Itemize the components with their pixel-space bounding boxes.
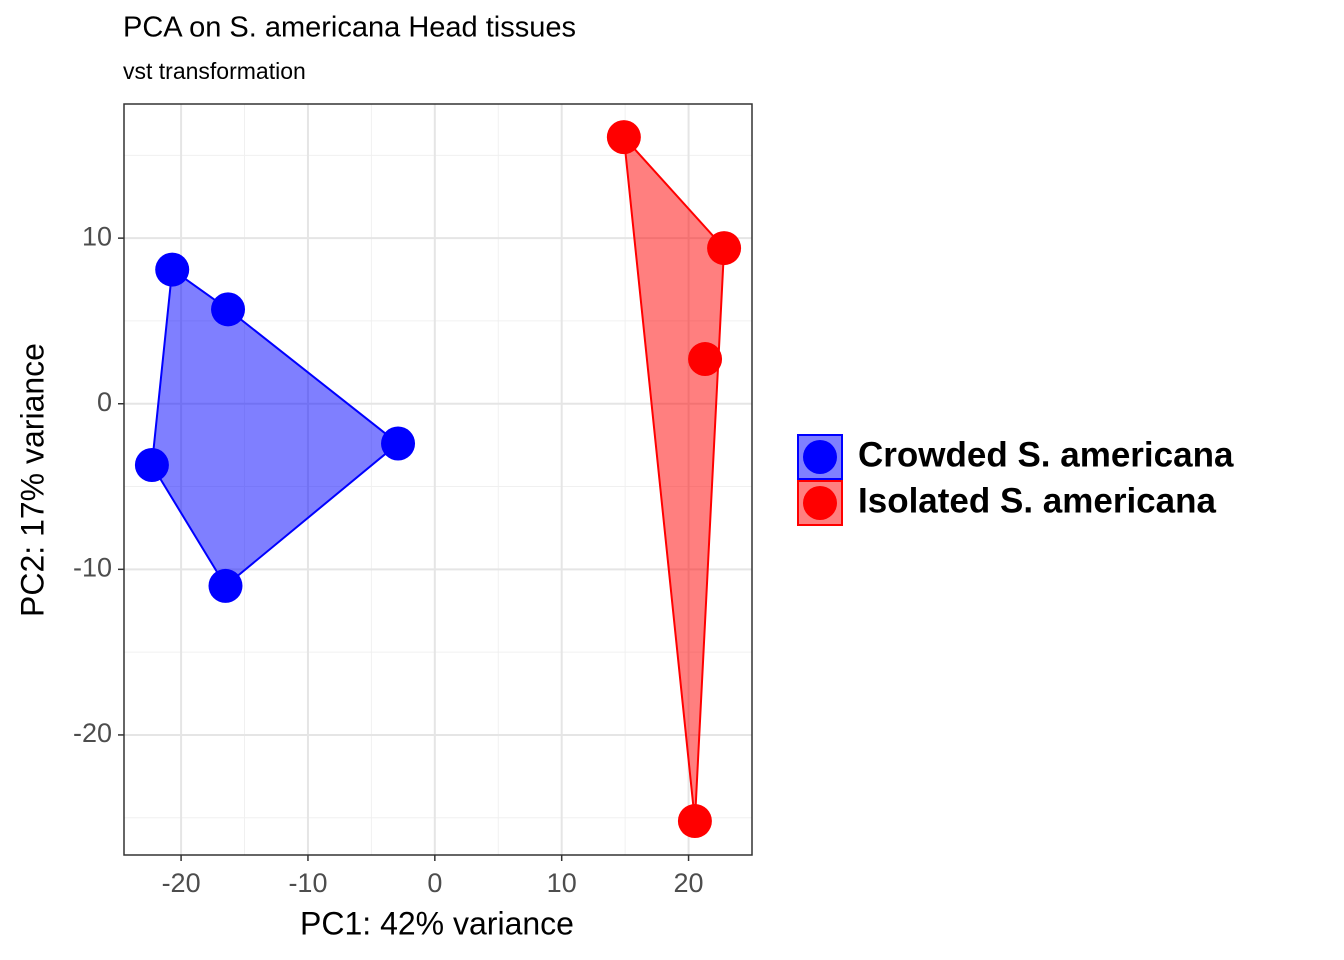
point bbox=[677, 804, 712, 839]
point bbox=[381, 426, 416, 461]
legend-label: Crowded S. americana bbox=[858, 435, 1234, 474]
point bbox=[211, 292, 246, 327]
y-axis-label: PC2: 17% variance bbox=[14, 343, 50, 617]
y-tick-label: 0 bbox=[97, 387, 112, 417]
x-tick-label: 10 bbox=[547, 868, 577, 898]
point bbox=[688, 342, 723, 377]
hull bbox=[622, 134, 726, 822]
y-tick-label: 10 bbox=[82, 221, 112, 251]
x-tick-label: -10 bbox=[288, 868, 327, 898]
point bbox=[606, 120, 641, 155]
hull bbox=[150, 267, 400, 588]
plot-border bbox=[123, 103, 753, 856]
point bbox=[707, 231, 742, 266]
chart-subtitle: vst transformation bbox=[123, 58, 306, 84]
legend-marker bbox=[803, 486, 837, 520]
point bbox=[155, 252, 190, 287]
x-tick-label: 20 bbox=[674, 868, 704, 898]
point bbox=[134, 448, 169, 483]
y-tick-label: -20 bbox=[73, 718, 112, 748]
x-axis-label: PC1: 42% variance bbox=[300, 905, 574, 941]
x-tick-label: -20 bbox=[162, 868, 201, 898]
legend-marker bbox=[803, 440, 837, 474]
legend-label: Isolated S. americana bbox=[858, 481, 1216, 520]
x-tick-label: 0 bbox=[427, 868, 442, 898]
chart-title: PCA on S. americana Head tissues bbox=[123, 12, 576, 44]
point bbox=[208, 568, 243, 603]
y-tick-label: -10 bbox=[73, 552, 112, 582]
